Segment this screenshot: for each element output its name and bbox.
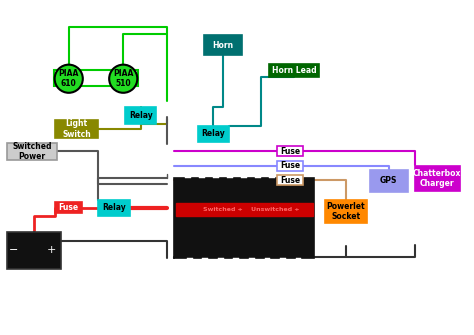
- Text: +: +: [46, 245, 56, 255]
- FancyBboxPatch shape: [187, 258, 192, 265]
- FancyBboxPatch shape: [7, 232, 62, 269]
- Text: Light
Switch: Light Switch: [63, 119, 91, 139]
- Text: Switched +: Switched +: [203, 207, 243, 212]
- FancyBboxPatch shape: [277, 161, 303, 171]
- FancyBboxPatch shape: [218, 258, 224, 265]
- Text: Powerlet
Socket: Powerlet Socket: [327, 202, 365, 221]
- Text: Fuse: Fuse: [280, 161, 300, 170]
- FancyBboxPatch shape: [204, 35, 242, 55]
- Text: Fuse: Fuse: [280, 176, 300, 185]
- FancyBboxPatch shape: [202, 258, 208, 265]
- Text: −: −: [9, 245, 18, 255]
- Text: Relay: Relay: [129, 111, 153, 120]
- Text: GPS: GPS: [380, 177, 397, 185]
- Text: Horn Lead: Horn Lead: [272, 66, 316, 75]
- FancyBboxPatch shape: [277, 175, 303, 185]
- FancyBboxPatch shape: [280, 258, 286, 265]
- FancyBboxPatch shape: [185, 170, 191, 178]
- Text: Unswitched +: Unswitched +: [251, 207, 299, 212]
- Text: Chatterbox
Charger: Chatterbox Charger: [413, 169, 461, 188]
- Text: Relay: Relay: [201, 130, 225, 138]
- FancyBboxPatch shape: [55, 120, 98, 138]
- FancyBboxPatch shape: [325, 200, 367, 223]
- FancyBboxPatch shape: [249, 258, 255, 265]
- FancyBboxPatch shape: [269, 64, 319, 77]
- Text: Fuse: Fuse: [280, 147, 300, 156]
- FancyBboxPatch shape: [234, 258, 239, 265]
- Text: PIAA
610: PIAA 610: [59, 69, 79, 88]
- FancyBboxPatch shape: [269, 170, 275, 178]
- Text: Horn: Horn: [212, 41, 233, 50]
- Ellipse shape: [109, 65, 137, 93]
- FancyBboxPatch shape: [213, 170, 219, 178]
- FancyBboxPatch shape: [199, 170, 205, 178]
- FancyBboxPatch shape: [198, 126, 228, 142]
- FancyBboxPatch shape: [297, 170, 303, 178]
- FancyBboxPatch shape: [98, 200, 130, 216]
- FancyBboxPatch shape: [241, 170, 247, 178]
- Text: Fuse: Fuse: [59, 203, 79, 212]
- FancyBboxPatch shape: [414, 165, 459, 191]
- FancyBboxPatch shape: [174, 178, 314, 258]
- FancyBboxPatch shape: [125, 107, 156, 124]
- FancyBboxPatch shape: [175, 203, 313, 216]
- FancyBboxPatch shape: [296, 258, 301, 265]
- FancyBboxPatch shape: [264, 258, 270, 265]
- Text: Switched
Power: Switched Power: [12, 142, 52, 161]
- FancyBboxPatch shape: [255, 170, 261, 178]
- Text: PIAA
510: PIAA 510: [113, 69, 133, 88]
- FancyBboxPatch shape: [370, 170, 408, 192]
- FancyBboxPatch shape: [283, 170, 289, 178]
- FancyBboxPatch shape: [277, 146, 303, 156]
- FancyBboxPatch shape: [55, 202, 82, 213]
- FancyBboxPatch shape: [8, 143, 57, 160]
- Ellipse shape: [55, 65, 83, 93]
- Text: Relay: Relay: [102, 203, 126, 212]
- FancyBboxPatch shape: [228, 170, 233, 178]
